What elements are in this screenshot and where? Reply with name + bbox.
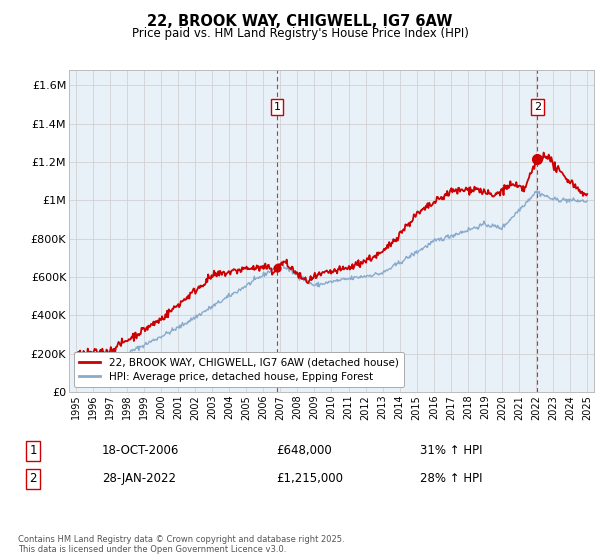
- Text: 18-OCT-2006: 18-OCT-2006: [102, 444, 179, 458]
- Text: 2: 2: [534, 102, 541, 112]
- Text: 31% ↑ HPI: 31% ↑ HPI: [420, 444, 482, 458]
- Text: £1,215,000: £1,215,000: [276, 472, 343, 486]
- Text: 28% ↑ HPI: 28% ↑ HPI: [420, 472, 482, 486]
- Text: 2: 2: [29, 472, 37, 486]
- Text: 28-JAN-2022: 28-JAN-2022: [102, 472, 176, 486]
- Legend: 22, BROOK WAY, CHIGWELL, IG7 6AW (detached house), HPI: Average price, detached : 22, BROOK WAY, CHIGWELL, IG7 6AW (detach…: [74, 352, 404, 387]
- Text: Contains HM Land Registry data © Crown copyright and database right 2025.
This d: Contains HM Land Registry data © Crown c…: [18, 535, 344, 554]
- Text: 1: 1: [274, 102, 280, 112]
- Text: Price paid vs. HM Land Registry's House Price Index (HPI): Price paid vs. HM Land Registry's House …: [131, 27, 469, 40]
- Text: 1: 1: [29, 444, 37, 458]
- Text: £648,000: £648,000: [276, 444, 332, 458]
- Text: 22, BROOK WAY, CHIGWELL, IG7 6AW: 22, BROOK WAY, CHIGWELL, IG7 6AW: [148, 14, 452, 29]
